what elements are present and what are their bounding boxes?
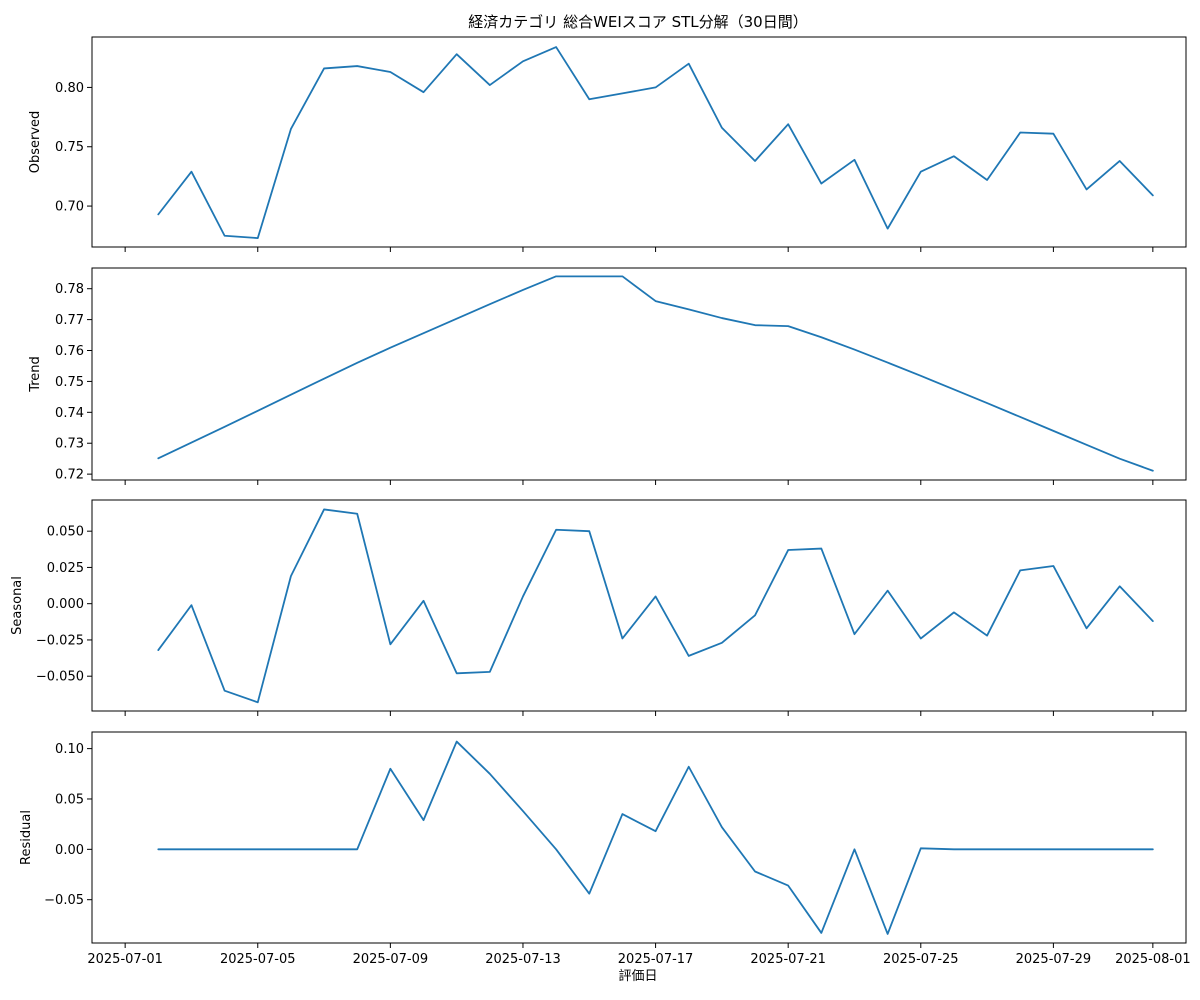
y-tick-label: −0.050 <box>36 670 84 685</box>
axes-frame <box>91 267 1187 481</box>
y-tick-label: 0.72 <box>55 468 84 483</box>
x-axis-label: 評価日 <box>618 969 657 984</box>
axes-frame <box>91 36 1187 248</box>
axes-frame <box>91 731 1187 944</box>
panel-trend: 0.72 0.73 0.74 0.75 0.76 0.77 0.78 Trend <box>28 267 1187 485</box>
panels-group: 0.70 0.75 0.80 Observed 0.72 0.73 0.74 0.75 0.76… <box>10 36 1191 967</box>
panel-seasonal: −0.050 −0.025 0.000 0.025 0.050 Seasonal <box>10 499 1187 716</box>
x-tick-label: 2025-07-29 <box>1016 952 1092 967</box>
panel-observed: 0.70 0.75 0.80 Observed <box>28 36 1187 252</box>
chart-title: 経済カテゴリ 総合WEIスコア STL分解（30日間） <box>468 13 807 31</box>
y-tick-label: 0.76 <box>55 344 84 359</box>
y-axis-label: Residual <box>19 810 34 865</box>
x-tick-label: 2025-07-05 <box>220 952 296 967</box>
y-tick-label: 0.00 <box>55 843 84 858</box>
y-axis-label: Seasonal <box>10 576 25 635</box>
y-tick-label: 0.05 <box>55 792 84 807</box>
y-tick-label: 0.75 <box>55 375 84 390</box>
y-tick-label: 0.050 <box>47 525 84 540</box>
x-tick-label: 2025-07-21 <box>750 952 826 967</box>
y-axis-label: Observed <box>28 111 43 174</box>
y-tick-label: 0.75 <box>55 140 84 155</box>
y-tick-label: 0.73 <box>55 437 84 452</box>
y-tick-label: −0.05 <box>44 893 84 908</box>
series-line-trend <box>157 275 1154 472</box>
x-tick-label: 2025-07-01 <box>87 952 163 967</box>
y-tick-label: 0.78 <box>55 282 84 297</box>
y-tick-label: 0.000 <box>47 597 84 612</box>
series-line-observed <box>157 46 1154 240</box>
y-tick-label: 0.74 <box>55 406 84 421</box>
series-line-seasonal <box>157 508 1154 704</box>
y-axis-label: Trend <box>28 356 43 393</box>
series-line-residual <box>157 740 1154 935</box>
y-tick-label: 0.70 <box>55 200 84 215</box>
y-tick-label: −0.025 <box>36 633 84 648</box>
y-tick-label: 0.10 <box>55 742 84 757</box>
x-tick-label: 2025-07-25 <box>883 952 959 967</box>
axes-frame <box>91 499 1187 712</box>
x-tick-label: 2025-08-01 <box>1115 952 1191 967</box>
x-tick-label: 2025-07-13 <box>485 952 561 967</box>
x-tick-label: 2025-07-17 <box>618 952 694 967</box>
y-tick-label: 0.80 <box>55 81 84 96</box>
x-tick-label: 2025-07-09 <box>353 952 429 967</box>
y-tick-label: 0.025 <box>47 561 84 576</box>
panel-residual: −0.05 0.00 0.05 0.10 2025-07-01 2025-07-05 202… <box>19 731 1191 967</box>
y-tick-label: 0.77 <box>55 313 84 328</box>
